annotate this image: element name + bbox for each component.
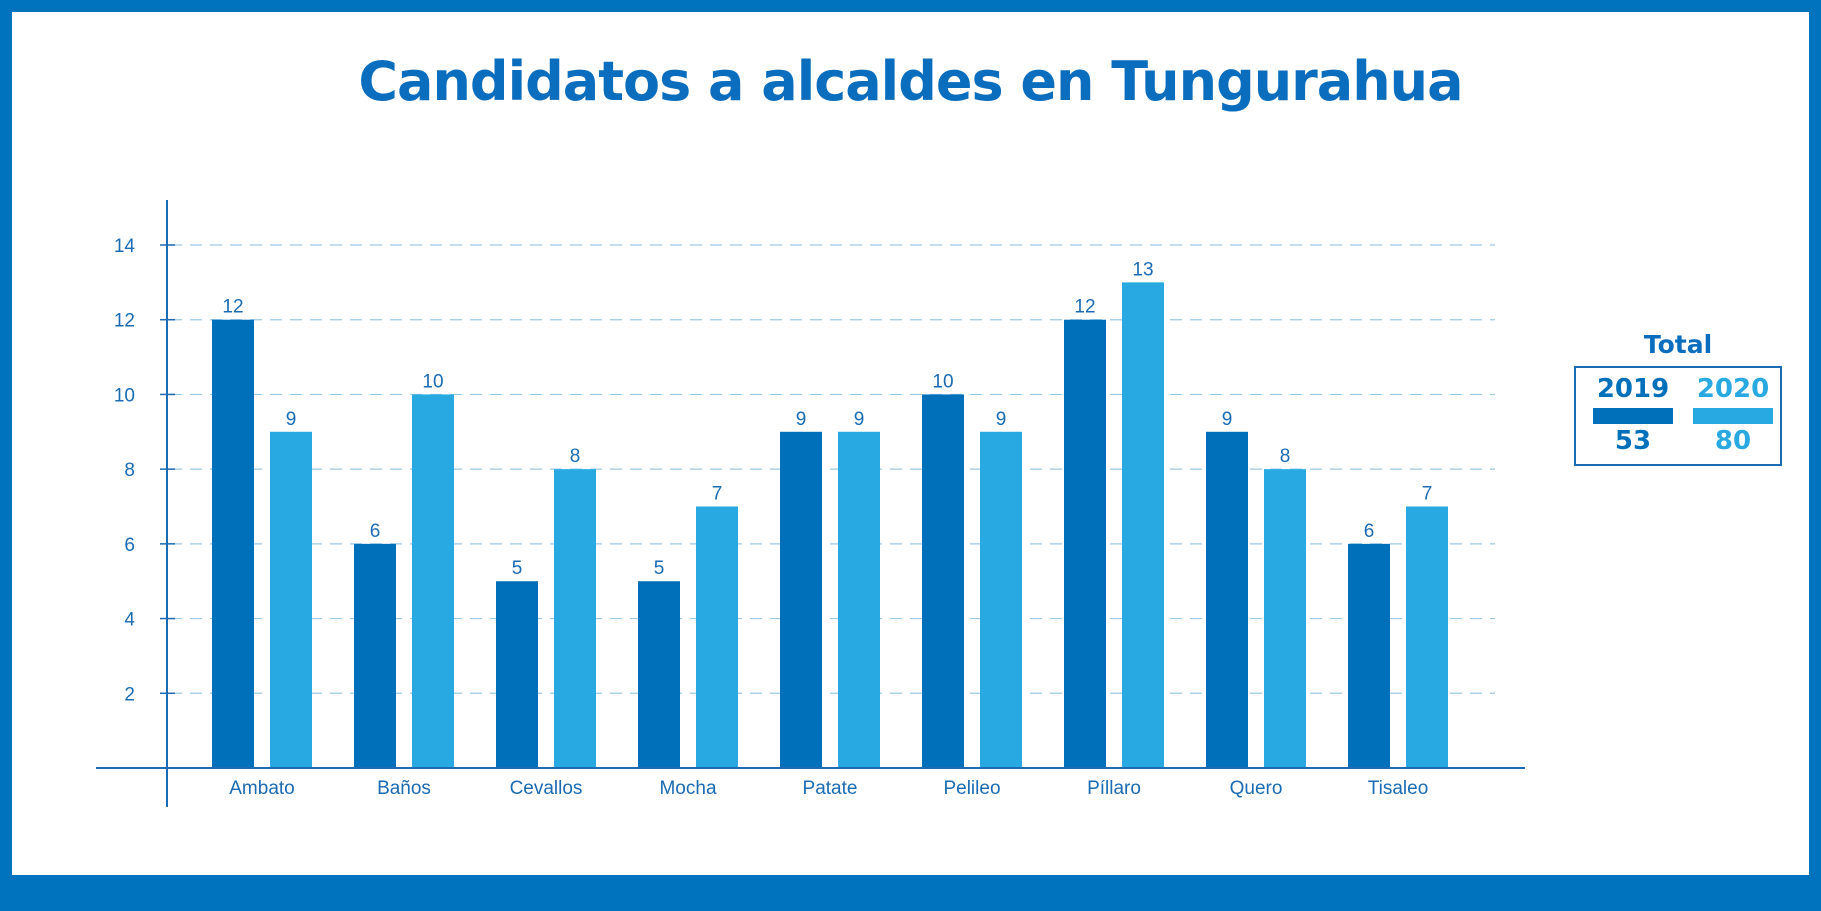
totals-title: Total	[1643, 330, 1713, 359]
data-label: 9	[996, 409, 1007, 430]
bar-2020-4	[838, 431, 880, 767]
category-label: Mocha	[659, 778, 716, 799]
y-tick-label: 10	[114, 385, 135, 406]
data-label: 8	[570, 446, 581, 467]
y-tick-label: 12	[114, 311, 135, 332]
bar-2019-5	[922, 394, 964, 767]
category-label: Patate	[803, 778, 858, 799]
total-2020: 2020 80	[1692, 374, 1774, 456]
data-label: 12	[222, 297, 243, 318]
bar-2020-3	[696, 506, 738, 767]
data-label: 9	[854, 409, 865, 430]
y-tick-label: 2	[124, 684, 135, 705]
data-label: 12	[1074, 297, 1095, 318]
data-label: 9	[286, 409, 297, 430]
data-label: 7	[1422, 484, 1433, 505]
y-tick-label: 14	[114, 236, 136, 257]
bar-2020-8	[1406, 506, 1448, 767]
data-label: 13	[1132, 259, 1153, 280]
category-label: Pelileo	[943, 778, 1000, 799]
bar-2020-2	[554, 469, 596, 767]
total-year-2020: 2020	[1696, 374, 1770, 404]
data-label: 8	[1280, 446, 1291, 467]
total-2019: 2019 53	[1592, 374, 1674, 456]
data-label: 6	[1364, 521, 1375, 542]
bar-2020-7	[1264, 469, 1306, 767]
category-label: Quero	[1230, 778, 1283, 799]
category-label: Cevallos	[510, 778, 583, 799]
category-label: Píllaro	[1087, 778, 1141, 799]
chart-title: Candidatos a alcaldes en Tungurahua	[358, 50, 1463, 113]
bar-2019-6	[1064, 319, 1106, 767]
bar-2020-6	[1122, 282, 1164, 767]
bar-2019-2	[496, 581, 538, 767]
bar-2019-1	[354, 543, 396, 767]
total-value-2019: 53	[1614, 426, 1652, 456]
data-label: 6	[370, 521, 381, 542]
total-year-2019: 2019	[1596, 374, 1670, 404]
y-tick-label: 4	[124, 610, 135, 631]
y-tick-label: 8	[124, 460, 135, 481]
category-label: Tisaleo	[1368, 778, 1429, 799]
bar-2019-0	[212, 319, 254, 767]
data-label: 9	[796, 409, 807, 430]
total-swatch-2020	[1693, 408, 1773, 424]
bar-2019-7	[1206, 431, 1248, 767]
bar-2019-8	[1348, 543, 1390, 767]
y-tick-label: 6	[124, 535, 135, 556]
bar-2020-5	[980, 431, 1022, 767]
data-label: 5	[512, 558, 523, 579]
category-label: Baños	[377, 778, 431, 799]
category-label: Ambato	[229, 778, 294, 799]
data-label: 10	[422, 371, 443, 392]
data-label: 5	[654, 558, 665, 579]
data-label: 10	[932, 371, 953, 392]
bar-2019-3	[638, 581, 680, 767]
bar-2019-4	[780, 431, 822, 767]
total-value-2020: 80	[1714, 426, 1752, 456]
totals-box: 2019 53 2020 80	[1574, 366, 1782, 466]
total-swatch-2019	[1593, 408, 1673, 424]
data-label: 7	[712, 484, 723, 505]
bar-2020-0	[270, 431, 312, 767]
bar-2020-1	[412, 394, 454, 767]
data-label: 9	[1222, 409, 1233, 430]
